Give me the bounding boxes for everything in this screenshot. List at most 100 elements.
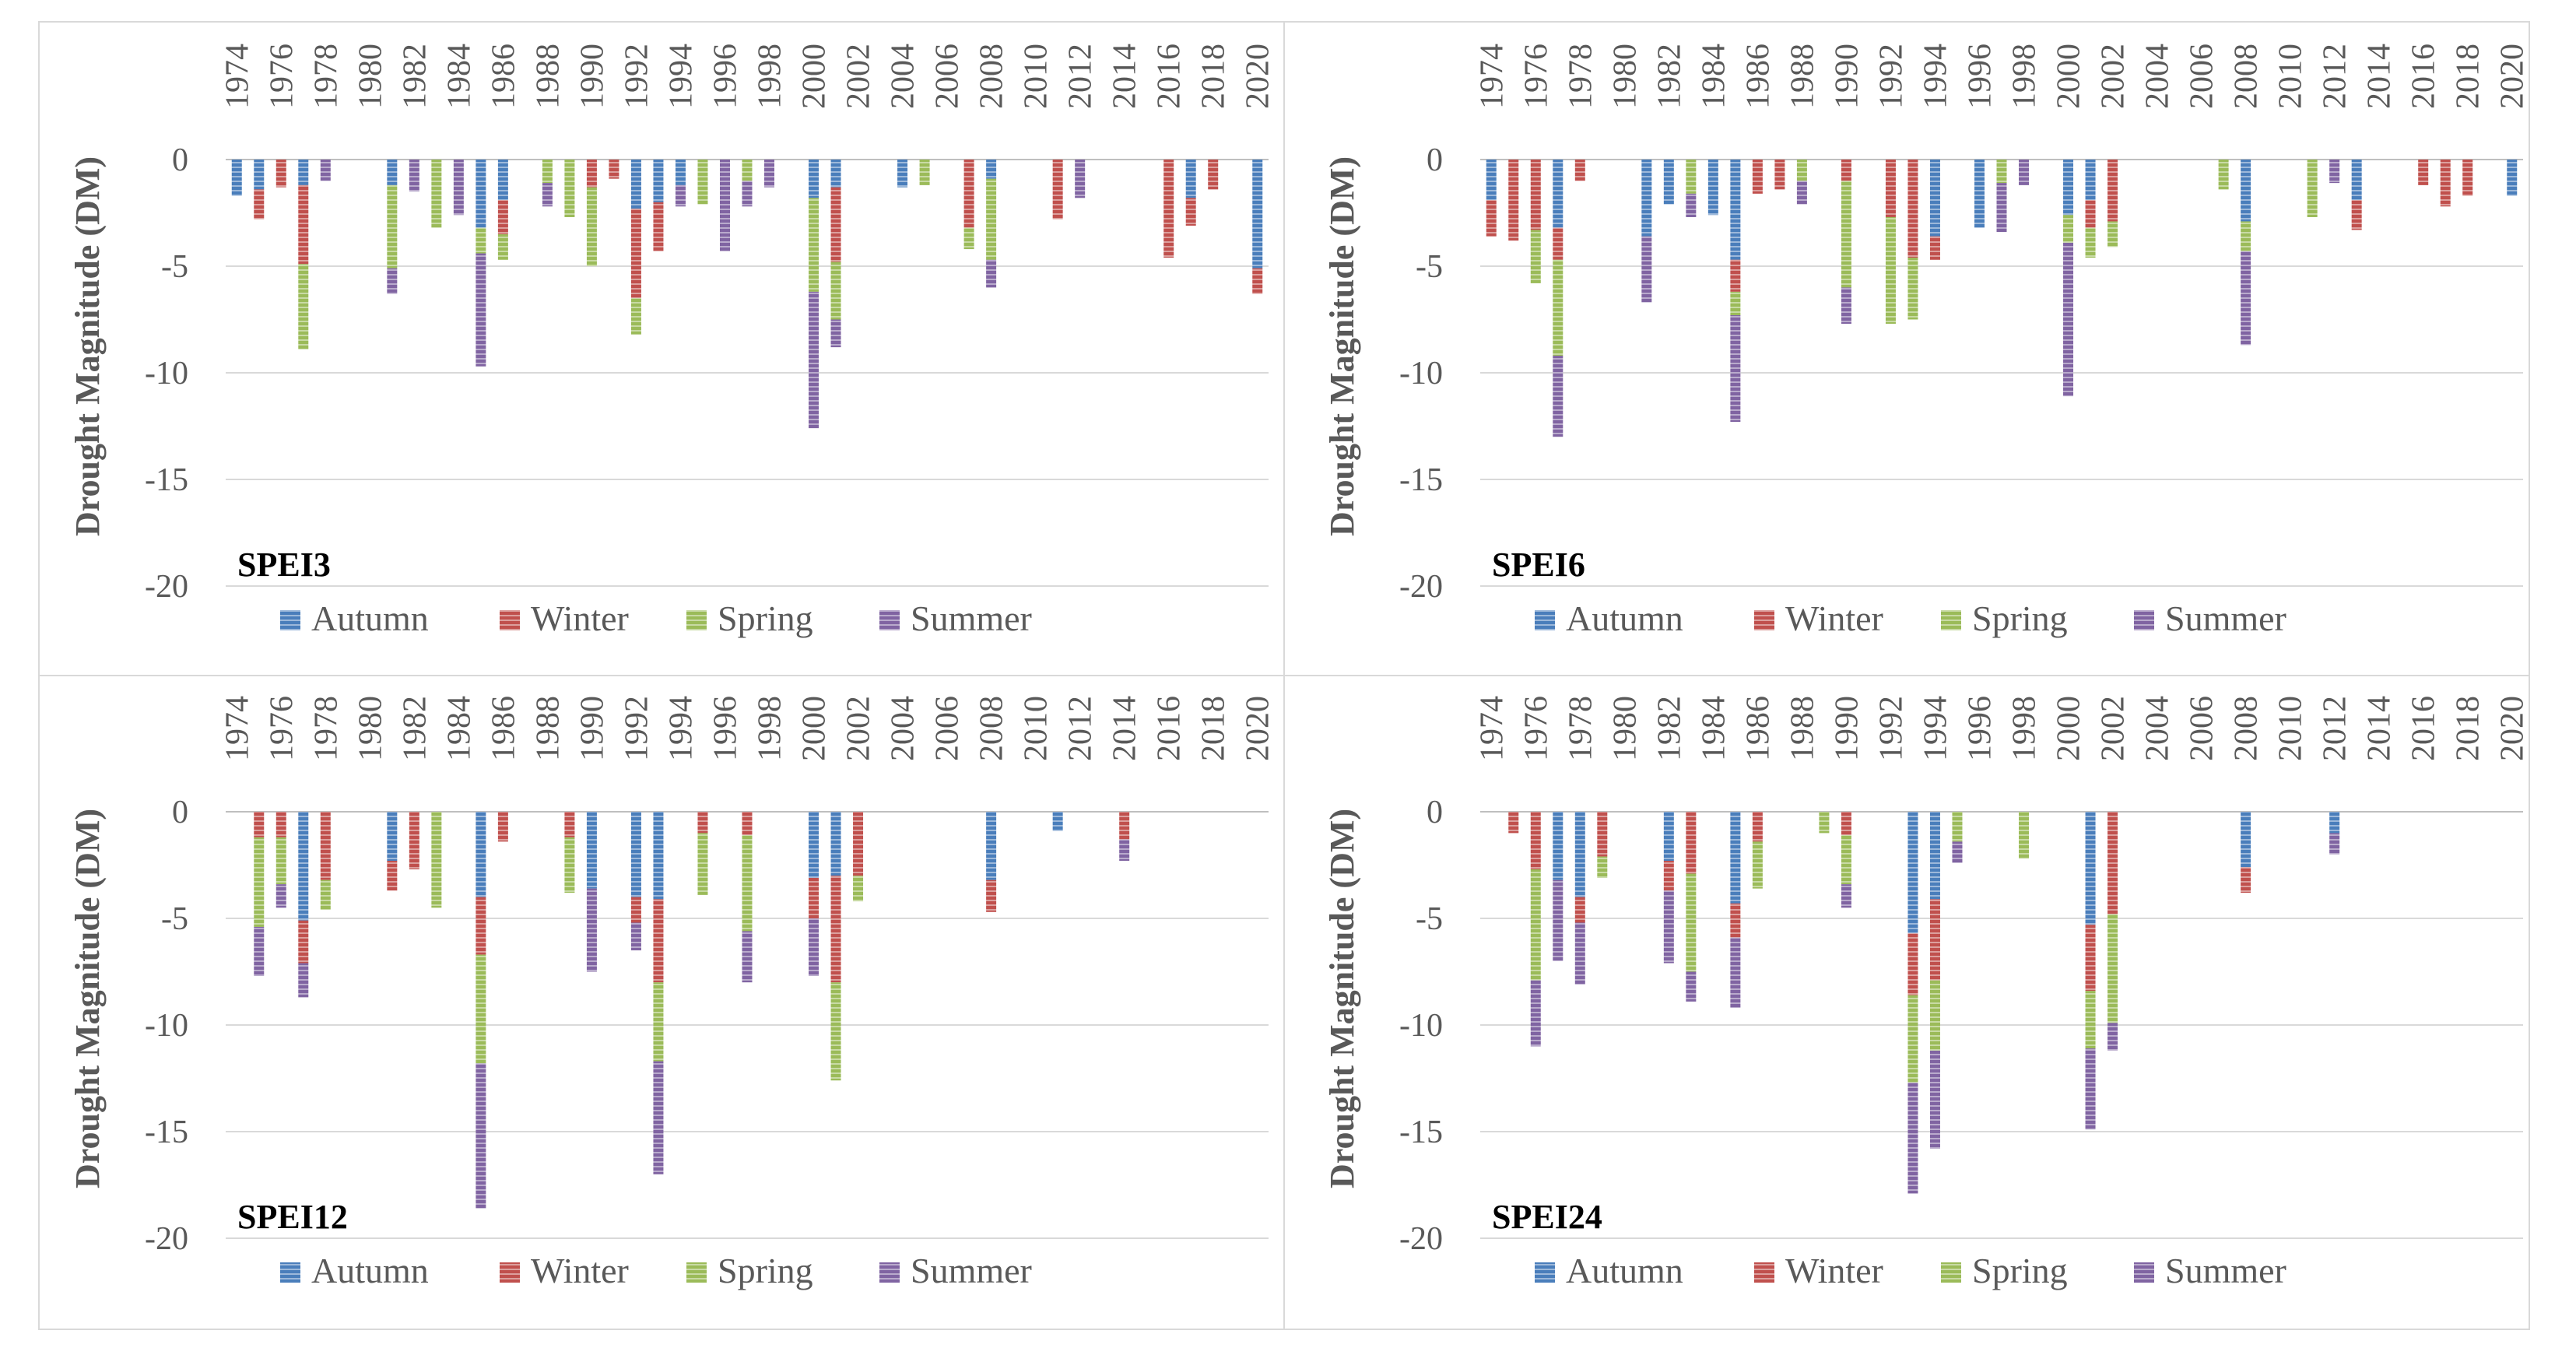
x-tick-label: 2020: [2495, 44, 2531, 109]
legend-swatch-winter: [1754, 1262, 1774, 1283]
chart-panel-spei3: 0 -5 -10 -15 -20 1974 1976 1978 1980 1982 1984 1986…: [68, 44, 1276, 638]
x-tick-label: 2002: [2096, 44, 2132, 109]
bar-segment-autumn-1975: [254, 160, 265, 190]
x-tick-label: 1990: [574, 44, 610, 109]
y-axis-title: Drought Magnitude (DM): [68, 156, 107, 536]
bar-segment-autumn-1977: [1553, 160, 1563, 228]
legend-swatch-winter: [1754, 610, 1774, 630]
bar-segment-spring-2001: [830, 982, 841, 1081]
bar-segment-winter-1993: [653, 899, 664, 983]
bar-segment-winter-2001: [830, 187, 841, 262]
x-tick-label: 1988: [530, 44, 566, 109]
x-tick-label: 1984: [1696, 696, 1732, 761]
bar-segment-winter-2020: [1252, 268, 1263, 294]
chart-title: SPEI24: [1492, 1198, 1602, 1236]
x-tick-label: 2012: [1063, 696, 1099, 761]
bar-segment-spring-2008: [986, 178, 997, 260]
x-tick-label: 2020: [2495, 696, 2531, 761]
bar-segment-spring-1990: [1841, 835, 1851, 885]
bar-segment-summer-1978: [1574, 922, 1585, 985]
bar-segment-spring-2002: [2107, 914, 2118, 1023]
bar-segment-summer-1988: [542, 183, 553, 207]
y-tick-label: 0: [1427, 142, 1443, 178]
x-tick-label: 1980: [353, 696, 388, 761]
x-tick-label: 1986: [1740, 44, 1776, 109]
bar-segment-spring-2002: [853, 876, 864, 902]
x-tick-label: 1986: [486, 44, 521, 109]
bar-segment-summer-1977: [1553, 879, 1563, 961]
bar-segment-autumn-1992: [630, 812, 641, 897]
bar-segment-summer-1997: [742, 181, 753, 207]
y-tick-label: -20: [1399, 569, 1443, 605]
legend-swatch-summer: [2134, 610, 2154, 630]
bar-segment-winter-1977: [298, 920, 309, 964]
bar-segment-winter-2017: [1185, 198, 1196, 226]
bar-segment-winter-1979: [1597, 812, 1608, 857]
bar-segment-spring-1977: [1553, 259, 1563, 356]
bar-segment-winter-2002: [2107, 812, 2118, 914]
bar-segment-winter-2016: [2418, 160, 2429, 185]
x-tick-label: 1980: [353, 44, 388, 109]
x-tick-label: 2016: [2406, 696, 2442, 761]
bar-segment-winter-1974: [1486, 200, 1497, 237]
bar-segment-autumn-1977: [1553, 812, 1563, 880]
chart-title: SPEI6: [1492, 546, 1585, 584]
x-tick-label: 1982: [397, 44, 433, 109]
x-tick-label: 2004: [2140, 696, 2176, 761]
bar-segment-summer-2008: [986, 259, 997, 288]
x-tick-label: 1982: [397, 696, 433, 761]
bar-segment-winter-2016: [1163, 160, 1174, 258]
bar-segment-winter-1985: [476, 897, 486, 955]
x-tick-label: 1988: [530, 696, 566, 761]
x-tick-label: 1976: [264, 44, 300, 109]
bar-segment-autumn-2013: [2351, 160, 2362, 201]
x-tick-label: 2016: [1152, 44, 1188, 109]
x-tick-label: 2018: [1196, 696, 1232, 761]
x-tick-label: 2016: [1152, 696, 1188, 761]
bar-segment-spring-1993: [1907, 995, 1918, 1083]
x-tick-label: 2020: [1241, 44, 1276, 109]
y-tick-label: 0: [1427, 795, 1443, 830]
bar-segment-summer-1998: [764, 160, 775, 188]
legend-label-autumn: Autumn: [311, 1251, 429, 1290]
x-tick-label: 1998: [2007, 696, 2043, 761]
bar-segment-spring-2001: [2085, 227, 2096, 258]
x-tick-label: 2016: [2406, 44, 2442, 109]
legend-swatch-autumn: [280, 1262, 300, 1283]
x-tick-label: 2006: [930, 696, 966, 761]
bar-segment-autumn-1996: [1974, 160, 1985, 228]
y-tick-label: -20: [145, 569, 188, 605]
x-tick-label: 1992: [619, 44, 655, 109]
bar-segment-autumn-1981: [1641, 160, 1652, 237]
x-tick-label: 1996: [707, 696, 743, 761]
bar-segment-winter-1978: [1574, 897, 1585, 923]
bar-segment-autumn-2017: [1185, 160, 1196, 198]
legend-label-spring: Spring: [1972, 599, 2068, 638]
bar-segment-spring-1978: [320, 879, 331, 911]
bar-segment-autumn-1992: [630, 160, 641, 209]
x-tick-label: 1978: [308, 44, 344, 109]
bar-segment-spring-1983: [431, 160, 442, 228]
bar-segment-winter-1977: [298, 184, 309, 265]
x-tick-label: 2008: [974, 696, 1010, 761]
legend-label-summer: Summer: [2165, 599, 2286, 638]
bar-segment-spring-1985: [476, 954, 486, 1064]
bar-segment-summer-1985: [1730, 937, 1741, 1009]
bar-segment-summer-1998: [2019, 160, 2030, 185]
y-tick-label: -15: [1399, 462, 1443, 498]
bar-segment-spring-1975: [254, 837, 265, 927]
bar-segment-spring-1976: [1530, 869, 1541, 981]
x-tick-label: 2014: [1107, 44, 1143, 109]
bar-segment-summer-1993: [1907, 1082, 1918, 1194]
bar-segment-autumn-2001: [2085, 812, 2096, 925]
bar-segment-summer-1982: [1663, 890, 1674, 964]
bar-segment-spring-1986: [1752, 841, 1763, 889]
bar-segment-summer-1976: [275, 884, 286, 908]
bar-segment-spring-1983: [1686, 160, 1697, 194]
x-tick-label: 2000: [2051, 44, 2087, 109]
x-tick-label: 1996: [1962, 44, 1998, 109]
bar-segment-summer-1976: [1530, 980, 1541, 1047]
legend-label-summer: Summer: [911, 1251, 1032, 1290]
x-tick-label: 2018: [2451, 44, 2487, 109]
x-tick-label: 2008: [2229, 696, 2265, 761]
